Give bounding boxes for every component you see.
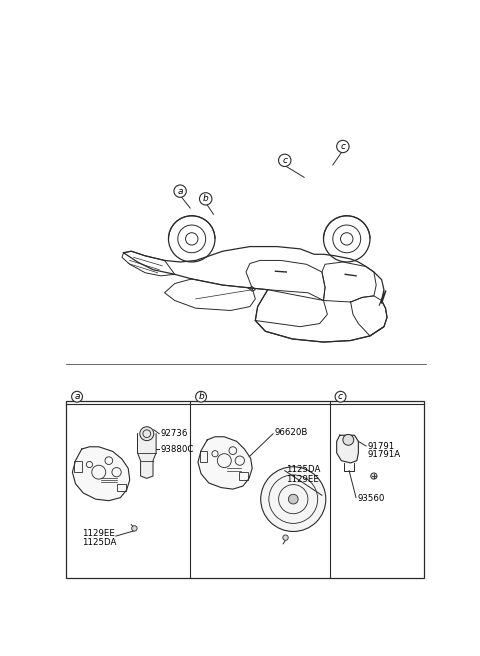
Text: 92736: 92736 bbox=[161, 429, 188, 438]
Text: 1125DA: 1125DA bbox=[82, 539, 116, 547]
Text: c: c bbox=[282, 156, 287, 165]
Bar bbox=[74, 461, 82, 472]
Circle shape bbox=[261, 467, 326, 531]
Text: b: b bbox=[203, 194, 209, 203]
Text: 93880C: 93880C bbox=[161, 445, 194, 453]
Polygon shape bbox=[72, 447, 130, 501]
Text: 1129EE: 1129EE bbox=[82, 529, 115, 538]
Text: c: c bbox=[338, 392, 343, 401]
Polygon shape bbox=[336, 435, 359, 463]
Bar bbox=[117, 483, 126, 491]
Circle shape bbox=[288, 494, 298, 504]
Circle shape bbox=[336, 140, 349, 153]
Text: 96620B: 96620B bbox=[275, 428, 308, 438]
Text: 1129EE: 1129EE bbox=[286, 475, 319, 483]
Circle shape bbox=[196, 392, 206, 402]
Circle shape bbox=[335, 392, 346, 402]
Text: a: a bbox=[178, 187, 183, 195]
Circle shape bbox=[72, 392, 83, 402]
Polygon shape bbox=[198, 437, 252, 489]
Text: 91791A: 91791A bbox=[368, 450, 401, 459]
Bar bbox=[200, 451, 207, 462]
Text: 91791: 91791 bbox=[368, 441, 395, 451]
Text: c: c bbox=[340, 142, 346, 151]
Circle shape bbox=[200, 193, 212, 205]
Circle shape bbox=[371, 473, 377, 479]
Bar bbox=[66, 401, 424, 578]
Circle shape bbox=[140, 427, 154, 441]
Circle shape bbox=[278, 154, 291, 167]
Bar bbox=[239, 472, 248, 480]
Text: a: a bbox=[74, 392, 80, 401]
Text: 93560: 93560 bbox=[358, 494, 385, 503]
Text: 1125DA: 1125DA bbox=[286, 465, 321, 474]
Circle shape bbox=[174, 185, 186, 197]
Circle shape bbox=[283, 535, 288, 541]
Circle shape bbox=[343, 434, 354, 445]
Text: b: b bbox=[198, 392, 204, 401]
Circle shape bbox=[132, 525, 137, 531]
Polygon shape bbox=[137, 434, 156, 478]
